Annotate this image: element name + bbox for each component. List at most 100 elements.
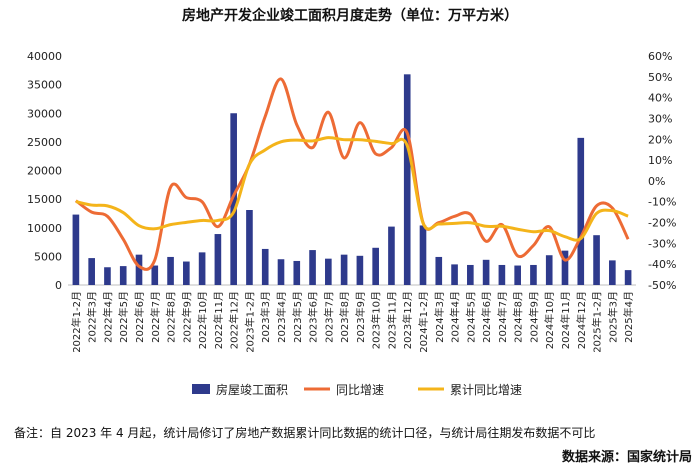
bar	[104, 267, 111, 285]
x-axis-tick-label: 2023年8月	[338, 291, 351, 343]
bar	[403, 74, 411, 285]
series-line-cumulative-yoy	[75, 136, 629, 242]
x-axis-tick-label: 2024年10月	[543, 291, 556, 349]
left-axis-tick-label: 30000	[27, 107, 62, 120]
bar	[514, 265, 521, 285]
left-axis-tick-label: 5000	[34, 250, 62, 263]
right-axis-tick-label: 50%	[648, 71, 672, 84]
bar	[88, 258, 95, 285]
bar	[419, 225, 427, 285]
x-axis-tick-label: 2022年1-2月	[70, 291, 83, 353]
bar	[183, 261, 190, 285]
x-axis-tick-label: 2025年1-2月	[591, 291, 604, 353]
x-axis-tick-label: 2023年4月	[275, 291, 288, 343]
bar	[293, 260, 301, 285]
series-line-yoy	[74, 77, 630, 271]
x-axis-tick-label: 2024年4月	[449, 291, 462, 343]
x-axis-tick-label: 2023年1-2月	[243, 291, 256, 353]
bar	[277, 259, 285, 285]
x-axis-tick-label: 2022年7月	[149, 291, 162, 343]
x-axis-tick-label: 2024年11月	[559, 291, 572, 349]
left-axis-tick-label: 35000	[27, 79, 62, 92]
bar	[151, 265, 159, 285]
x-axis-tick-label: 2022年3月	[86, 291, 99, 343]
left-axis-tick-label: 15000	[27, 193, 62, 206]
x-axis-tick-label: 2023年12月	[401, 291, 414, 349]
x-axis-tick-label: 2023年11月	[385, 291, 398, 349]
right-axis-tick-label: 10%	[648, 154, 672, 167]
x-axis-tick-label: 2024年5月	[464, 291, 477, 343]
x-axis-tick-label: 2023年3月	[259, 291, 272, 343]
x-axis-tick-label: 2024年8月	[512, 291, 525, 343]
x-axis-tick-label: 2023年9月	[354, 291, 367, 343]
x-axis-tick-label: 2023年7月	[322, 291, 335, 343]
bar	[261, 248, 269, 285]
x-axis-tick-label: 2024年9月	[527, 291, 540, 343]
bar	[372, 247, 379, 285]
bar	[530, 264, 537, 285]
bar	[577, 137, 585, 285]
bar	[467, 264, 474, 285]
chart-title: 房地产开发企业竣工面积月度走势（单位：万平方米）	[182, 7, 518, 24]
x-axis-tick-label: 2022年4月	[101, 291, 114, 343]
x-axis-tick-label: 2022年8月	[165, 291, 178, 343]
bar	[167, 256, 174, 285]
x-axis-tick-label: 2023年10月	[370, 291, 383, 349]
left-axis-tick-label: 10000	[27, 222, 62, 235]
bar	[198, 252, 206, 285]
x-axis-tick-label: 2025年4月	[622, 291, 635, 343]
x-axis-tick-label: 2024年1-2月	[417, 291, 430, 353]
right-axis-tick-label: -10%	[648, 196, 676, 209]
bar	[246, 210, 253, 285]
left-axis-tick-label: 25000	[27, 136, 62, 149]
legend-label: 累计同比增速	[450, 383, 522, 397]
right-axis-tick-label: -30%	[648, 237, 676, 250]
right-axis-tick-label: 20%	[648, 133, 672, 146]
x-axis-tick-label: 2022年6月	[133, 291, 146, 343]
bar	[593, 235, 600, 285]
x-axis-tick-label: 2022年11月	[212, 291, 225, 349]
bar	[309, 250, 316, 285]
right-axis-tick-label: 40%	[648, 92, 672, 105]
bar	[214, 234, 222, 285]
bar	[451, 264, 458, 285]
right-axis-tick-label: 30%	[648, 112, 672, 125]
footnote: 备注：自 2023 年 4 月起，统计局修订了房地产数据累计同比数据的统计口径，…	[14, 426, 596, 440]
right-axis-tick-label: -20%	[648, 217, 676, 230]
bar	[545, 255, 553, 285]
x-axis-tick-label: 2022年9月	[180, 291, 193, 343]
bar	[624, 270, 632, 285]
x-axis-tick-label: 2024年3月	[433, 291, 446, 343]
x-axis-tick-label: 2025年3月	[606, 291, 619, 343]
bar	[356, 255, 364, 285]
bar	[482, 259, 490, 285]
bar	[340, 254, 348, 285]
right-axis-tick-label: -50%	[648, 279, 676, 292]
bar	[119, 266, 127, 285]
bar	[609, 260, 616, 285]
x-axis-tick-label: 2024年6月	[480, 291, 493, 343]
x-axis-tick-label: 2023年6月	[307, 291, 320, 343]
left-axis-tick-label: 20000	[27, 165, 62, 178]
x-axis-tick-label: 2024年7月	[496, 291, 509, 343]
legend-swatch-bars	[192, 384, 210, 394]
bar	[388, 226, 395, 285]
legend-label: 房屋竣工面积	[216, 382, 288, 397]
right-axis-tick-label: 0%	[648, 175, 665, 188]
bar	[72, 214, 80, 285]
bar	[230, 113, 237, 285]
x-axis-tick-label: 2022年12月	[228, 291, 241, 349]
right-axis-tick-label: -40%	[648, 258, 676, 271]
x-axis-tick-label: 2024年12月	[575, 291, 588, 349]
left-axis-tick-label: 40000	[27, 50, 62, 63]
bar	[435, 256, 443, 285]
bar	[135, 254, 143, 285]
right-axis-tick-label: 60%	[648, 50, 672, 63]
x-axis-tick-label: 2022年10月	[196, 291, 209, 349]
legend-label: 同比增速	[336, 383, 384, 397]
x-axis-tick-label: 2023年5月	[291, 291, 304, 343]
left-axis-tick-label: 0	[55, 279, 62, 292]
data-source: 数据来源：国家统计局	[561, 450, 692, 465]
